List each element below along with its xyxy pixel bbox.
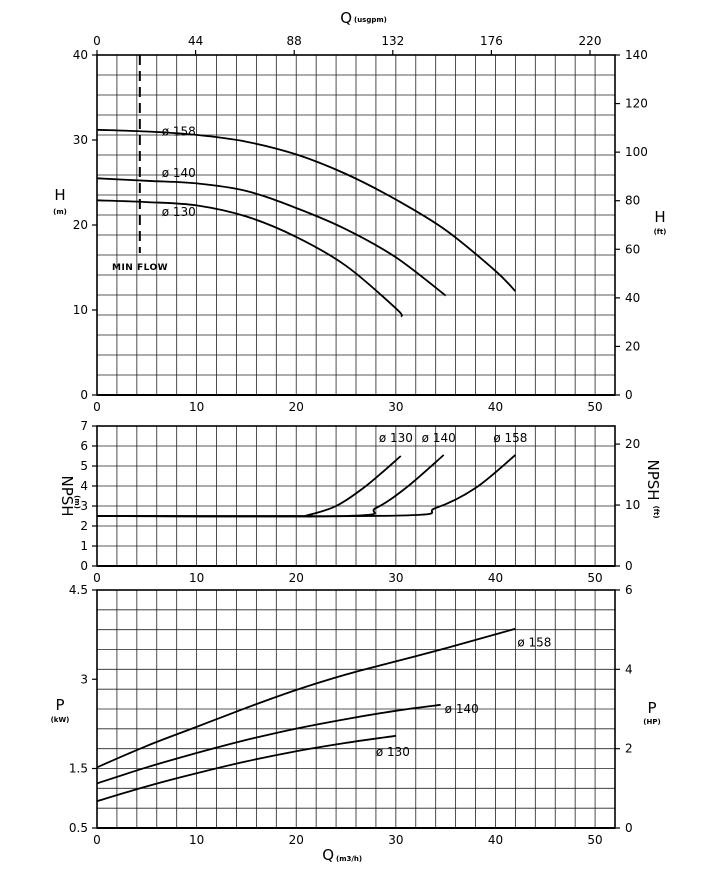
left-tick-label: 30 [73, 133, 88, 147]
y-axis-unit-left: (m) [73, 495, 81, 509]
series-line-power [96, 703, 441, 785]
left-tick-label: 0 [80, 559, 88, 573]
y-axis-unit-right-group: (ft) [652, 506, 660, 519]
top-tick-label: 176 [480, 34, 503, 48]
top-tick-label: 220 [579, 34, 602, 48]
x-tick-label: 20 [289, 833, 304, 847]
series-line-power [96, 627, 516, 769]
right-tick-label: 0 [625, 388, 633, 402]
series-line-head [96, 199, 403, 318]
top-tick-label: 132 [381, 34, 404, 48]
left-tick-label: 10 [73, 303, 88, 317]
left-tick-label: 6 [80, 439, 88, 453]
series-label: ø 130 [162, 205, 196, 219]
x-tick-label: 30 [388, 571, 403, 585]
x-tick-label: 40 [488, 400, 503, 414]
x-tick-label: 10 [189, 833, 204, 847]
left-tick-label: 1 [80, 539, 88, 553]
left-tick-label: 4 [80, 479, 88, 493]
y-axis-label-left: NPSH [58, 475, 76, 516]
x-tick-label: 0 [93, 400, 101, 414]
x-axis-label: Q [322, 846, 334, 864]
top-axis-label: Q [340, 9, 352, 27]
right-tick-label: 4 [625, 662, 633, 676]
x-tick-label: 40 [488, 833, 503, 847]
panel-head: 0 10 20 30 40 50 0 10 20 30 40 0 20 40 60 80 100 120 140 ø … [53, 9, 666, 414]
y-axis-unit-right: (HP) [643, 718, 660, 726]
y-axis-unit-right: (ft) [652, 506, 660, 519]
x-tick-label: 20 [289, 571, 304, 585]
y-axis-label-right: P [647, 699, 656, 717]
y-axis-label-right-group: NPSH [644, 459, 662, 500]
series-label: ø 158 [493, 431, 527, 445]
right-tick-label: 0 [625, 821, 633, 835]
left-tick-label: 4.5 [69, 583, 88, 597]
left-tick-label: 3 [80, 499, 88, 513]
top-tick-label: 0 [93, 34, 101, 48]
x-axis-unit: (m3/h) [336, 855, 362, 863]
right-tick-label: 20 [625, 437, 640, 451]
series-label: ø 140 [422, 431, 456, 445]
right-tick-label: 120 [625, 97, 648, 111]
x-tick-label: 0 [93, 571, 101, 585]
y-axis-label-left: P [55, 696, 64, 714]
x-tick-label: 40 [488, 571, 503, 585]
x-tick-label: 50 [587, 833, 602, 847]
series-line-power [96, 734, 396, 803]
right-tick-label: 20 [625, 339, 640, 353]
right-tick-label: 100 [625, 145, 648, 159]
top-tick-label: 44 [188, 34, 203, 48]
series-label: ø 140 [445, 702, 479, 716]
y-axis-label-right: H [654, 208, 665, 226]
top-tick-label: 88 [287, 34, 302, 48]
series-label: ø 130 [376, 745, 410, 759]
y-axis-label-left: H [54, 186, 65, 204]
left-tick-label: 0 [80, 388, 88, 402]
y-axis-label-left-group: NPSH [58, 475, 76, 516]
x-tick-label: 20 [289, 400, 304, 414]
y-axis-unit-left: (kW) [51, 716, 70, 724]
left-tick-label: 0.5 [69, 821, 88, 835]
series-line-npsh [96, 454, 516, 518]
y-axis-label-right: NPSH [644, 459, 662, 500]
left-tick-label: 7 [80, 419, 88, 433]
x-tick-label: 30 [388, 400, 403, 414]
series-line-head [96, 128, 517, 292]
right-tick-label: 0 [625, 559, 633, 573]
right-tick-label: 140 [625, 48, 648, 62]
series-label: ø 130 [379, 431, 413, 445]
right-tick-label: 40 [625, 291, 640, 305]
left-tick-label: 20 [73, 218, 88, 232]
series-line-head [96, 177, 447, 297]
x-tick-label: 30 [388, 833, 403, 847]
left-tick-label: 40 [73, 48, 88, 62]
right-tick-label: 60 [625, 242, 640, 256]
top-axis-unit: (usgpm) [354, 16, 387, 24]
panel-npsh: 0 10 20 30 40 50 0 1 2 3 4 5 6 7 0 10 20 ø 130 ø 140 ø 158 N… [58, 419, 662, 585]
left-tick-label: 2 [80, 519, 88, 533]
right-tick-label: 10 [625, 498, 640, 512]
y-axis-unit-right: (ft) [654, 228, 667, 236]
panel-power: 0 10 20 30 40 50 0.5 1.5 3 4.5 0 2 4 6 ø 158 ø 140 ø 130… [51, 583, 661, 864]
x-tick-label: 10 [189, 400, 204, 414]
series-label: ø 158 [517, 636, 551, 650]
left-tick-label: 3 [80, 672, 88, 686]
left-tick-label: 5 [80, 459, 88, 473]
right-tick-label: 80 [625, 194, 640, 208]
right-tick-label: 6 [625, 583, 633, 597]
x-tick-label: 50 [587, 571, 602, 585]
min-flow-label: MIN FLOW [112, 263, 168, 273]
series-label: ø 158 [162, 125, 196, 139]
series-label: ø 140 [162, 166, 196, 180]
right-tick-label: 2 [625, 742, 633, 756]
y-axis-unit-left: (m) [53, 208, 67, 216]
y-axis-unit-left-group: (m) [73, 495, 81, 509]
x-tick-label: 10 [189, 571, 204, 585]
left-tick-label: 1.5 [69, 762, 88, 776]
x-tick-label: 50 [587, 400, 602, 414]
x-tick-label: 0 [93, 833, 101, 847]
